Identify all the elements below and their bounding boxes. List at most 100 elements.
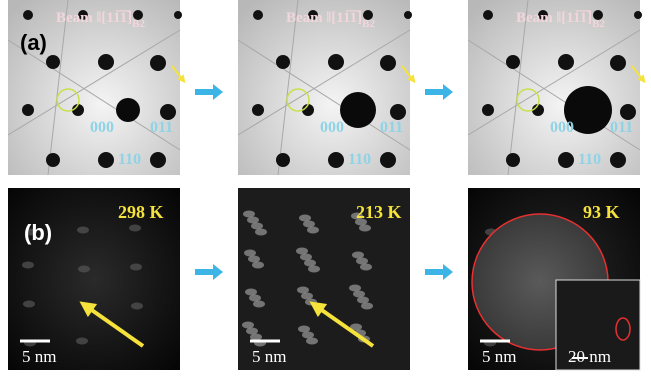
inset-scale-label: 20 nm [568, 347, 611, 366]
precipitate [250, 333, 262, 341]
precipitate [303, 220, 315, 228]
precipitate [252, 261, 264, 269]
inset [555, 279, 641, 371]
dark-field-image: 20 nm 93 K 5 nm [468, 188, 641, 371]
beam-direction: Beam ‖[11̅1̅]B2 [516, 10, 605, 30]
diffraction-spot [98, 54, 114, 70]
spot-index: 011 [610, 119, 633, 136]
precipitate [302, 331, 314, 339]
diffraction-pattern: Beam ‖[11̅1̅]B2 000 011 110 [237, 0, 416, 176]
precipitate [296, 247, 308, 255]
beam-direction: Beam ‖[11̅1̅]B2 [56, 10, 145, 30]
precipitate [349, 284, 361, 292]
precipitate [359, 224, 371, 232]
beam-subscript: B2 [132, 18, 145, 30]
diffraction-spot [78, 10, 88, 20]
diffraction-spot [150, 55, 166, 71]
diffraction-spot [308, 10, 318, 20]
pointer-arrow [401, 65, 416, 84]
precipitate [356, 257, 368, 265]
precipitate [255, 228, 267, 236]
temperature: 298 K [118, 202, 164, 222]
scale-label: 5 nm [482, 347, 516, 366]
diffraction-spot [610, 55, 626, 71]
precipitate [243, 210, 255, 218]
precipitate [76, 337, 88, 345]
precipitate [77, 226, 89, 234]
pattern-background [468, 0, 640, 175]
spot-index: 110 [578, 151, 601, 168]
temperature: 93 K [583, 202, 620, 222]
flow-arrow [195, 84, 223, 100]
temperature: 213 K [356, 202, 402, 222]
diffraction-spot [276, 55, 290, 69]
diffraction-spot [620, 104, 636, 120]
precipitate [131, 302, 143, 310]
kikuchi-lines [237, 0, 411, 176]
diffraction-spot [174, 11, 182, 19]
precipitate [245, 288, 257, 296]
precipitate [249, 294, 261, 302]
spot-index: 110 [348, 151, 371, 168]
dark-field-image: 213 K 5 nm [238, 188, 410, 370]
selected-spot [286, 88, 310, 112]
selected-spot [56, 88, 80, 112]
precipitate [23, 300, 35, 308]
diffraction-spot [380, 152, 396, 168]
beam-text: Beam ‖[11̅1̅] [56, 10, 132, 26]
diffraction-spot [253, 10, 263, 20]
precipitate [246, 327, 258, 335]
diffraction-spot [483, 10, 493, 20]
precipitate [130, 263, 142, 271]
transmitted-spot [116, 98, 140, 122]
precipitate [297, 286, 309, 294]
diffraction-spot [328, 54, 344, 70]
diffraction-spot [302, 104, 314, 116]
diffraction-spot [593, 10, 603, 20]
diffraction-pattern: Beam ‖[11̅1̅]B2 000 011 110 [467, 0, 646, 176]
panel-label: (b) [24, 220, 52, 245]
precipitate [251, 222, 263, 230]
scale-label: 5 nm [22, 347, 56, 366]
diffraction-spot [506, 55, 520, 69]
diffraction-spot [98, 152, 114, 168]
precipitate [361, 302, 373, 310]
precipitate [244, 249, 256, 257]
diffraction-spot [22, 104, 34, 116]
spot-index: 000 [90, 119, 114, 136]
pointer-arrow [79, 301, 145, 348]
diffraction-spot [363, 10, 373, 20]
pointer-arrow [631, 65, 646, 84]
diffraction-pattern: Beam ‖[11̅1̅]B2 000 011 110 [7, 0, 186, 176]
precipitate [350, 323, 362, 331]
transmitted-spot [564, 86, 612, 134]
diffraction-spot [160, 104, 176, 120]
precipitate [299, 214, 311, 222]
diffraction-spot [532, 104, 544, 116]
diffraction-spot [46, 153, 60, 167]
diffraction-spot [538, 10, 548, 20]
pattern-background [238, 0, 410, 175]
diffraction-spot [133, 10, 143, 20]
image-row: 298 K 5 nm 213 K 5 nm 20 nm 93 K 5 nm [8, 188, 641, 371]
inset-domain [615, 317, 631, 341]
diffraction-spot [506, 153, 520, 167]
precipitate [253, 300, 265, 308]
precipitate [306, 337, 318, 345]
precipitate [22, 261, 34, 269]
diffraction-spot [150, 152, 166, 168]
diffraction-spot [482, 104, 494, 116]
pattern-background [8, 0, 180, 175]
precipitate [248, 255, 260, 263]
precipitate [78, 265, 90, 273]
kikuchi-lines [467, 0, 641, 176]
flow-arrow [195, 264, 223, 280]
flow-arrow [425, 84, 453, 100]
spot-index: 011 [380, 119, 403, 136]
kikuchi-lines [7, 0, 181, 176]
pointer-arrow [171, 65, 186, 84]
diffraction-spot [276, 153, 290, 167]
spot-index: 000 [550, 119, 574, 136]
precipitate [351, 212, 363, 220]
